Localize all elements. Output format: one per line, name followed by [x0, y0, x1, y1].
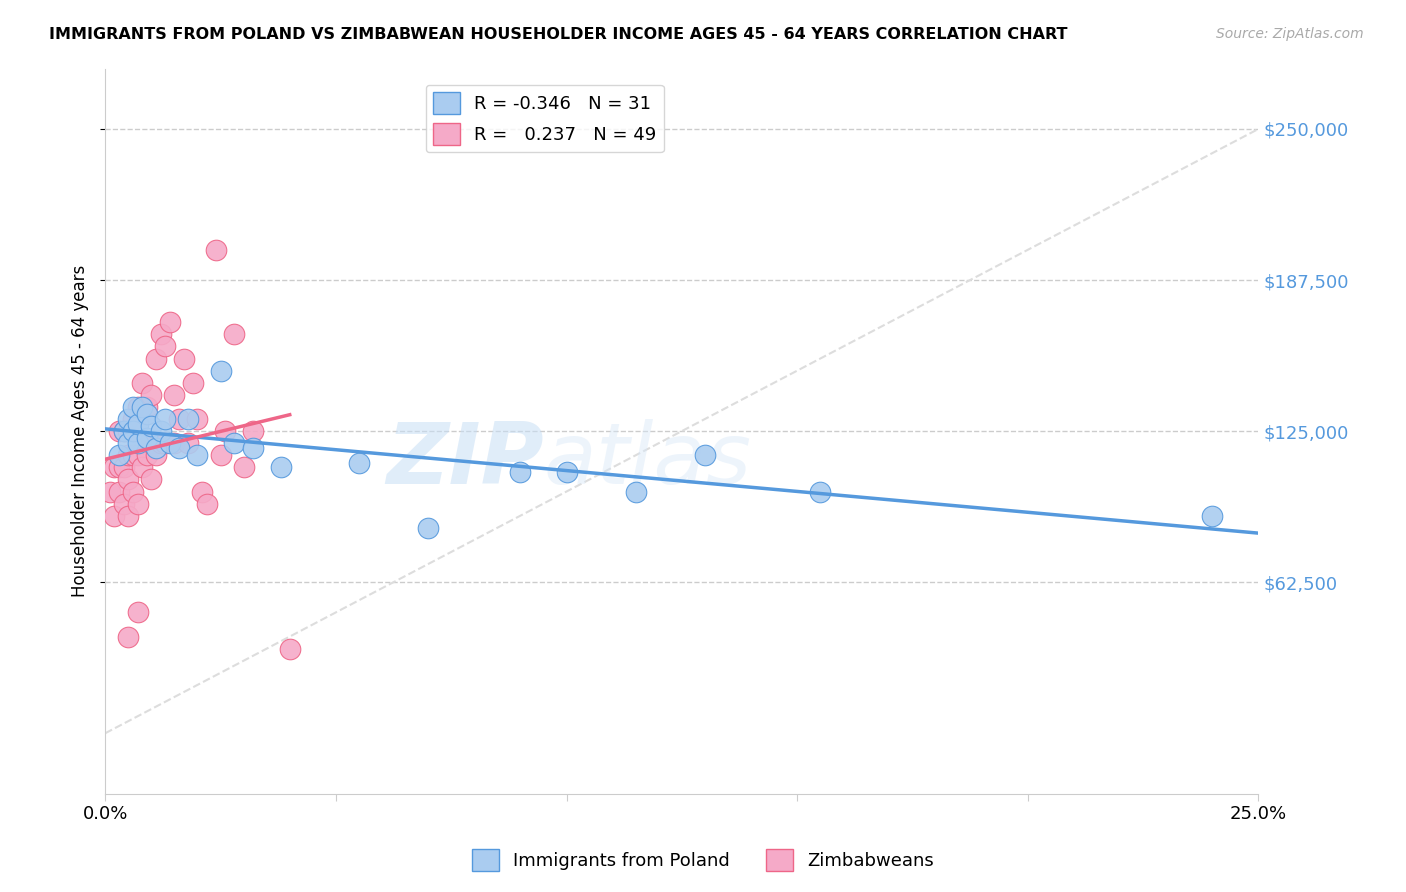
Point	[173, 351, 195, 366]
Point	[131, 400, 153, 414]
Point	[416, 521, 439, 535]
Point	[242, 424, 264, 438]
Point	[127, 497, 149, 511]
Point	[127, 436, 149, 450]
Point	[149, 436, 172, 450]
Point	[127, 400, 149, 414]
Point	[112, 424, 135, 438]
Point	[131, 376, 153, 390]
Text: ZIP: ZIP	[385, 418, 544, 501]
Point	[167, 412, 190, 426]
Point	[122, 448, 145, 462]
Point	[141, 472, 163, 486]
Point	[1201, 508, 1223, 523]
Point	[509, 465, 531, 479]
Point	[214, 424, 236, 438]
Point	[117, 424, 139, 438]
Point	[186, 412, 208, 426]
Point	[153, 412, 176, 426]
Point	[270, 460, 292, 475]
Point	[127, 606, 149, 620]
Legend: R = -0.346   N = 31, R =   0.237   N = 49: R = -0.346 N = 31, R = 0.237 N = 49	[426, 85, 664, 153]
Point	[117, 448, 139, 462]
Point	[149, 424, 172, 438]
Point	[122, 424, 145, 438]
Point	[693, 448, 716, 462]
Point	[153, 339, 176, 353]
Point	[98, 484, 121, 499]
Point	[159, 315, 181, 329]
Point	[153, 436, 176, 450]
Point	[205, 243, 228, 257]
Point	[103, 460, 125, 475]
Point	[135, 431, 157, 445]
Point	[186, 448, 208, 462]
Point	[135, 448, 157, 462]
Point	[117, 412, 139, 426]
Point	[112, 460, 135, 475]
Point	[145, 448, 167, 462]
Point	[141, 436, 163, 450]
Point	[117, 630, 139, 644]
Legend: Immigrants from Poland, Zimbabweans: Immigrants from Poland, Zimbabweans	[464, 842, 942, 879]
Point	[108, 484, 131, 499]
Point	[145, 441, 167, 455]
Point	[209, 364, 232, 378]
Point	[108, 448, 131, 462]
Point	[224, 327, 246, 342]
Point	[112, 424, 135, 438]
Point	[108, 424, 131, 438]
Point	[232, 460, 254, 475]
Text: atlas: atlas	[544, 418, 751, 501]
Point	[242, 441, 264, 455]
Point	[141, 419, 163, 434]
Point	[167, 441, 190, 455]
Point	[127, 417, 149, 431]
Point	[117, 472, 139, 486]
Text: Source: ZipAtlas.com: Source: ZipAtlas.com	[1216, 27, 1364, 41]
Point	[159, 436, 181, 450]
Point	[122, 400, 145, 414]
Point	[112, 497, 135, 511]
Point	[624, 484, 647, 499]
Text: IMMIGRANTS FROM POLAND VS ZIMBABWEAN HOUSEHOLDER INCOME AGES 45 - 64 YEARS CORRE: IMMIGRANTS FROM POLAND VS ZIMBABWEAN HOU…	[49, 27, 1067, 42]
Point	[135, 407, 157, 421]
Point	[145, 351, 167, 366]
Point	[177, 436, 200, 450]
Point	[347, 456, 370, 470]
Point	[163, 388, 186, 402]
Point	[141, 388, 163, 402]
Point	[108, 460, 131, 475]
Point	[127, 448, 149, 462]
Point	[224, 436, 246, 450]
Point	[122, 484, 145, 499]
Point	[117, 436, 139, 450]
Point	[149, 327, 172, 342]
Point	[131, 460, 153, 475]
Point	[209, 448, 232, 462]
Point	[135, 400, 157, 414]
Point	[103, 508, 125, 523]
Point	[181, 376, 204, 390]
Point	[163, 436, 186, 450]
Point	[191, 484, 214, 499]
Y-axis label: Householder Income Ages 45 - 64 years: Householder Income Ages 45 - 64 years	[72, 265, 89, 598]
Point	[122, 412, 145, 426]
Point	[808, 484, 831, 499]
Point	[177, 412, 200, 426]
Point	[117, 508, 139, 523]
Point	[555, 465, 578, 479]
Point	[195, 497, 218, 511]
Point	[278, 641, 301, 656]
